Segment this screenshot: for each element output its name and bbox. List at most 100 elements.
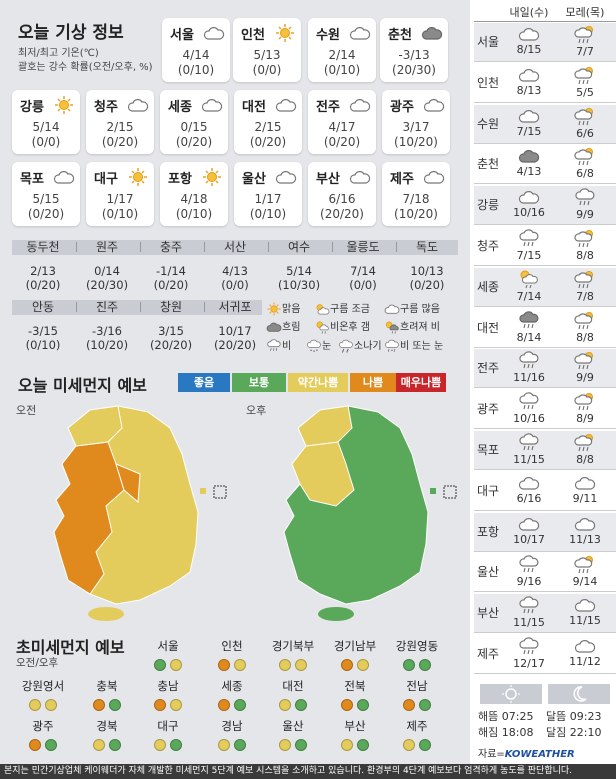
pm-level-dot	[170, 739, 182, 751]
other-city: 충주 -1/14 (0/20)	[140, 239, 202, 292]
region-name: 인천	[221, 639, 243, 653]
ultrafine-subtitle: 오전/오후	[16, 657, 59, 669]
day1-temp: 8/14	[516, 330, 542, 344]
day1-temp: 11/15	[513, 453, 545, 466]
region-name: 경북	[96, 719, 118, 733]
city-card: 수원 2/14 (0/10)	[308, 18, 376, 82]
day2-temp: 8/9	[576, 412, 594, 426]
forecast-row: 울산 9/16 9/14	[474, 553, 616, 593]
city-precip: (0/20)	[27, 207, 65, 221]
region-name: 강원영서	[21, 679, 65, 693]
day2-temp: 6/6	[576, 126, 594, 140]
cloudy-icon	[275, 168, 297, 184]
city-temp: 5/14	[286, 264, 312, 278]
city-temp: 0/15	[180, 120, 208, 134]
city-temp: 3/15	[158, 324, 184, 338]
day1-temp: 8/15	[516, 43, 542, 56]
city-name: 부산	[316, 172, 340, 187]
brand-logo: KOWEATHER	[504, 749, 575, 760]
partly-cloudy-rain-icon	[560, 229, 610, 249]
pm-level-dot	[419, 739, 431, 751]
forecast-row: 수원 7/15 6/6	[474, 104, 616, 144]
partly-cloudy-rain-icon	[560, 270, 610, 290]
city-precip: (0/10)	[175, 207, 213, 221]
ultrafine-region: 경남	[203, 718, 261, 751]
am-level-dot	[341, 699, 353, 711]
moonrise: 달뜸 09:23	[546, 710, 602, 723]
am-level-dot	[218, 699, 230, 711]
city-name: 세종	[168, 100, 192, 115]
city-precip: (10/20)	[85, 338, 129, 352]
dust-level: 보통	[232, 373, 286, 392]
city-name: 울산	[242, 172, 266, 187]
city-card: 세종 0/15 (0/20)	[160, 90, 228, 154]
cloudy-icon	[504, 107, 554, 125]
city-temp: 4/18	[180, 192, 208, 206]
source: 자료=KOWEATHER	[478, 749, 575, 760]
day2-temp: 7/8	[576, 289, 594, 303]
cloudy-icon	[560, 637, 610, 655]
am-level-dot	[279, 699, 291, 711]
city-temp: 4/17	[328, 120, 356, 134]
city-name: 독도	[415, 240, 439, 254]
precip-note: 괄호는 강수 확률(오전/오후, %)	[18, 62, 153, 73]
city-precip: (0/10)	[101, 207, 139, 221]
am-level-dot	[403, 699, 415, 711]
city-temp: 2/14	[328, 48, 356, 62]
sunny-icon	[127, 168, 147, 186]
pm-level-dot	[357, 659, 369, 671]
forecast-row: 서울 8/15 7/7	[474, 23, 616, 62]
pm-level-dot	[419, 699, 431, 711]
ultrafine-region: 서울	[139, 638, 197, 671]
city-precip: (0/0)	[349, 278, 377, 292]
city-name: 대구	[94, 172, 118, 187]
city-temp: -1/14	[156, 264, 186, 278]
forecast-city: 세종	[476, 279, 500, 294]
region-name: 경기남부	[333, 639, 377, 653]
snow-icon	[306, 339, 322, 352]
legend-item: 비	[266, 337, 291, 353]
forecast-row: 제주 12/17 11/12	[474, 635, 616, 674]
legend-item: 맑음	[266, 300, 300, 316]
sun-box	[480, 684, 542, 704]
city-precip: (0/20)	[25, 278, 61, 292]
rain-icon	[504, 433, 554, 453]
day1-temp: 4/13	[516, 165, 542, 179]
forecast-header: 내일(수) 모레(목)	[474, 0, 616, 22]
overcast-icon	[421, 24, 443, 40]
cloudy-icon	[560, 515, 610, 533]
cloudy-icon	[127, 96, 149, 112]
city-precip: (20/30)	[392, 63, 436, 77]
other-city: 안동 -3/15 (0/10)	[12, 299, 74, 352]
forecast-city: 광주	[476, 402, 500, 417]
sunset: 해짐 18:08	[478, 726, 534, 739]
cloudy-icon	[349, 168, 371, 184]
city-temp: 4/14	[182, 48, 210, 62]
city-temp: 5/13	[253, 48, 281, 62]
region-name: 대구	[157, 719, 179, 733]
pm-level-dot	[357, 699, 369, 711]
partly-cloudy-rain-icon	[560, 392, 610, 412]
cloudy-icon	[349, 24, 371, 40]
city-name: 목포	[20, 172, 44, 187]
city-card: 강릉 5/14 (0/0)	[12, 90, 80, 154]
partly-cloudy-rain-icon	[560, 311, 610, 331]
left-panel: 오늘 기상 정보 최저/최고 기온(℃) 괄호는 강수 확률(오전/오후, %)…	[0, 0, 470, 764]
partly-cloudy-rain-icon	[560, 147, 610, 167]
other-city: 서산 4/13 (0/0)	[204, 239, 266, 292]
city-temp: 0/14	[94, 264, 120, 278]
day2-header: 모레(목)	[565, 6, 605, 19]
city-name: 원주	[95, 240, 119, 254]
other-city: 독도 10/13 (0/20)	[396, 239, 458, 292]
ultrafine-region: 경기남부	[326, 638, 384, 671]
moon-icon	[573, 686, 587, 702]
am-level-dot	[403, 659, 415, 671]
legend-item: 구름 많음	[384, 300, 440, 316]
ultrafine-region: 경기북부	[264, 638, 322, 671]
other-city: 울릉도 7/14 (0/0)	[332, 239, 394, 292]
city-name: 청주	[94, 100, 118, 115]
page-title: 오늘 기상 정보	[18, 23, 124, 43]
cloudy-icon	[504, 66, 554, 84]
region-name: 대전	[282, 679, 304, 693]
forecast-city: 서울	[476, 35, 500, 49]
